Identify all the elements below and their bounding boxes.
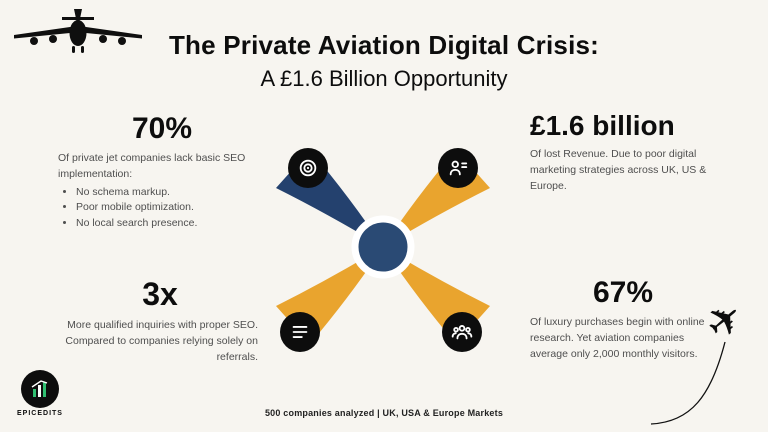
brand-name: EPICEDITS — [17, 410, 63, 417]
brand-logo: EPICEDITS — [14, 370, 66, 417]
takeoff-decoration: ✈ — [645, 290, 768, 430]
flight-trail-line — [650, 341, 726, 425]
stat-description: Of private jet companies lack basic SEO … — [58, 152, 246, 180]
converging-arrows-graphic — [260, 142, 506, 362]
stat-qualified-inquiries: 3x More qualified inquiries with proper … — [62, 276, 258, 365]
stat-value: £1.6 billion — [530, 110, 675, 141]
stat-lost-revenue: £1.6 billion Of lost Revenue. Due to poo… — [530, 110, 710, 194]
airplane-front-icon — [14, 9, 142, 53]
brand-logo-icon — [21, 370, 59, 408]
stat-value: 70% — [131, 112, 193, 145]
stat-description: Of lost Revenue. Due to poor digital mar… — [530, 148, 707, 192]
stat-value: 3x — [142, 276, 178, 312]
bullet-item: No local search presence. — [76, 216, 266, 232]
list-icon — [280, 312, 320, 352]
page-title: The Private Aviation Digital Crisis: A £… — [0, 30, 768, 92]
target-icon — [288, 148, 328, 188]
stat-value: 67% — [592, 276, 654, 309]
team-icon — [442, 312, 482, 352]
stat-seo-gap: 70% Of private jet companies lack basic … — [58, 112, 266, 232]
stat-description: More qualified inquiries with proper SEO… — [65, 319, 258, 363]
bullet-item: No schema markup. — [76, 185, 266, 201]
stat-bullet-list: No schema markup. Poor mobile optimizati… — [58, 185, 266, 232]
footer-note: 500 companies analyzed | UK, USA & Europ… — [264, 408, 504, 418]
title-line-1: The Private Aviation Digital Crisis: — [168, 30, 600, 60]
bullet-item: Poor mobile optimization. — [76, 200, 266, 216]
checklist-user-icon — [438, 148, 478, 188]
title-line-2: A £1.6 Billion Opportunity — [260, 66, 508, 91]
stat-description: Of luxury purchases begin with online re… — [530, 316, 705, 360]
stat-online-research: 67% Of luxury purchases begin with onlin… — [530, 276, 716, 362]
